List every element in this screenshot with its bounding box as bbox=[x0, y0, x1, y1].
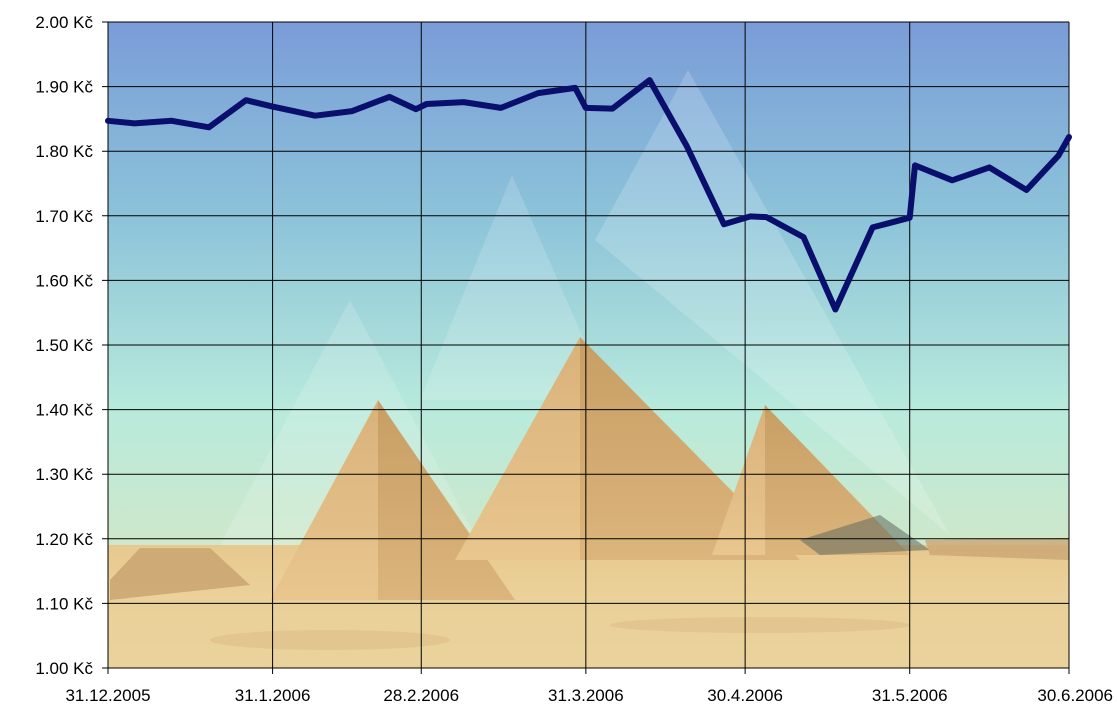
x-tick-label: 30.6.2006 bbox=[1037, 686, 1113, 705]
x-tick-labels: 31.12.2005 31.1.2006 28.2.2006 31.3.2006 30.… bbox=[65, 686, 1113, 705]
y-tick-label: 1.80 Kč bbox=[35, 142, 93, 161]
y-tick-label: 1.20 Kč bbox=[35, 530, 93, 549]
pyramids-background bbox=[108, 22, 1069, 668]
y-tick-label: 1.70 Kč bbox=[35, 207, 93, 226]
y-tick-label: 1.30 Kč bbox=[35, 465, 93, 484]
y-tick-labels: 1.00 Kč 1.10 Kč 1.20 Kč 1.30 Kč 1.40 Kč 1.50 … bbox=[35, 13, 93, 678]
y-tick-label: 1.60 Kč bbox=[35, 271, 93, 290]
y-tick-label: 2.00 Kč bbox=[35, 13, 93, 32]
x-tick-label: 31.5.2006 bbox=[872, 686, 948, 705]
y-tick-label: 1.50 Kč bbox=[35, 336, 93, 355]
x-tick-label: 28.2.2006 bbox=[383, 686, 459, 705]
y-tick-label: 1.00 Kč bbox=[35, 659, 93, 678]
series-group bbox=[105, 77, 1072, 313]
x-tick-label: 31.3.2006 bbox=[548, 686, 624, 705]
y-tick-label: 1.10 Kč bbox=[35, 594, 93, 613]
x-tick-label: 31.12.2005 bbox=[65, 686, 150, 705]
price-series-line bbox=[105, 77, 1072, 313]
y-tick-label: 1.40 Kč bbox=[35, 401, 93, 420]
x-tick-label: 30.4.2006 bbox=[707, 686, 783, 705]
axes bbox=[107, 22, 1069, 669]
x-tick-label: 31.1.2006 bbox=[235, 686, 311, 705]
y-tick-label: 1.90 Kč bbox=[35, 78, 93, 97]
